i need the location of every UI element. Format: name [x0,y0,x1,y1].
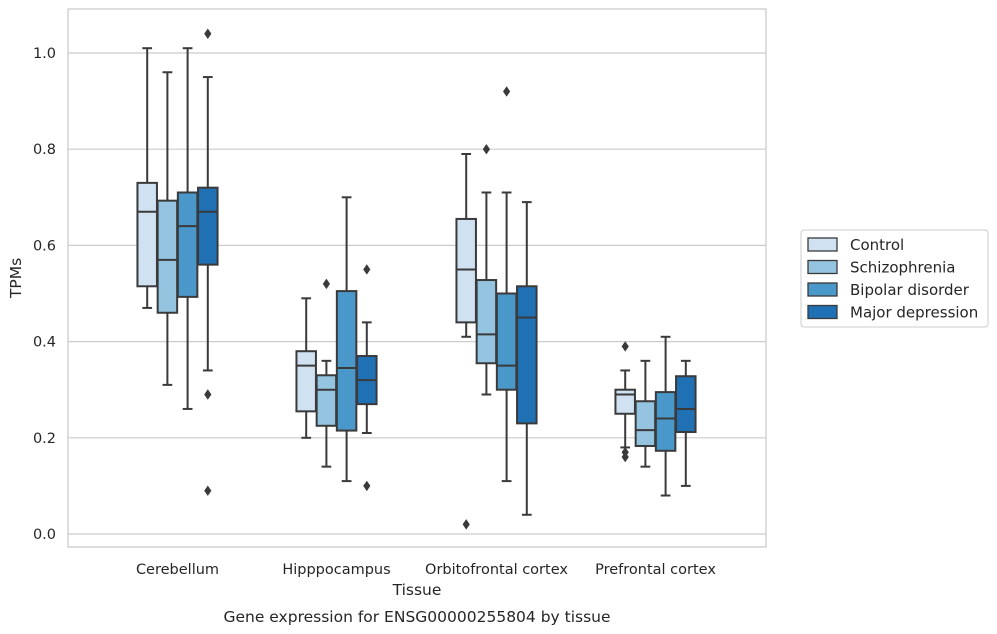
box-major-depression [516,201,538,516]
y-tick-label: 0.6 [33,238,56,254]
box-major-depression [356,264,378,492]
x-tick-label: Hipppocampus [282,562,390,578]
y-tick-label: 0.2 [33,431,56,447]
legend-swatch [807,259,838,275]
y-tick-label: 0.8 [33,142,56,158]
box-iqr [614,388,636,415]
box-control [295,297,317,439]
legend-swatch [807,237,838,252]
box-iqr [495,292,518,391]
outlier-point [363,264,371,275]
legend-frame [800,229,989,328]
outlier-point [482,144,490,155]
outlier-point [204,485,212,496]
box-iqr [176,191,199,298]
y-tick-labels: 0.0 0.2 0.4 0.6 0.8 1.0 [33,46,56,543]
box-iqr [654,391,677,452]
outlier-point [204,389,212,400]
legend-label: Control [850,236,904,254]
box-iqr [156,199,179,314]
y-tick-label: 1.0 [33,46,56,62]
outlier-point [204,28,212,39]
y-tick-label: 0.4 [33,335,56,351]
box-control [455,153,477,530]
outlier-point [503,86,511,97]
x-tick-label: Prefrontal cortex [595,562,716,578]
box-iqr [335,290,358,432]
outlier-point [322,278,330,290]
box-bipolar-disorder [176,47,199,410]
legend-label: Bipolar disorder [850,281,970,299]
box-control [614,341,636,463]
box-bipolar-disorder [654,335,677,497]
box-iqr [295,350,317,413]
plot-frame [67,8,767,548]
legend-swatch [807,304,838,320]
outlier-point [621,451,629,463]
box-iqr [475,279,498,365]
legend-swatch [807,282,838,297]
box-bipolar-disorder [495,86,518,483]
box-schizophrenia [315,278,338,468]
x-tick-label: Orbitofrontal cortex [425,562,568,578]
box-schizophrenia [634,359,657,468]
box-iqr [315,374,338,427]
y-tick-label: 0.0 [33,527,56,543]
y-axis-title: TPMs [7,258,25,299]
x-axis-title: Tissue [392,581,442,599]
outlier-point [462,519,470,530]
box-major-depression [197,28,219,496]
outlier-point [363,480,371,492]
figure-caption: Gene expression for ENSG00000255804 by t… [223,608,610,626]
outlier-point [621,341,629,352]
box-iqr [516,285,538,425]
box-major-depression [675,359,697,487]
box-schizophrenia [156,71,179,386]
box-layer [136,28,697,530]
legend-label: Schizophrenia [850,259,955,277]
box-control [136,47,158,309]
box-schizophrenia [475,144,498,396]
box-bipolar-disorder [335,196,358,483]
x-tick-label: Cerebellum [136,562,219,578]
x-tick-labels: Cerebellum Hipppocampus Orbitofrontal cort… [136,562,716,578]
box-iqr [455,217,477,324]
legend-label: Major depression [850,304,978,322]
box-iqr [197,186,219,266]
box-iqr [136,181,158,288]
box-iqr [634,400,657,447]
legend: Control Schizophrenia Bipolar disorder Majo… [800,229,989,328]
box-iqr [675,375,697,434]
